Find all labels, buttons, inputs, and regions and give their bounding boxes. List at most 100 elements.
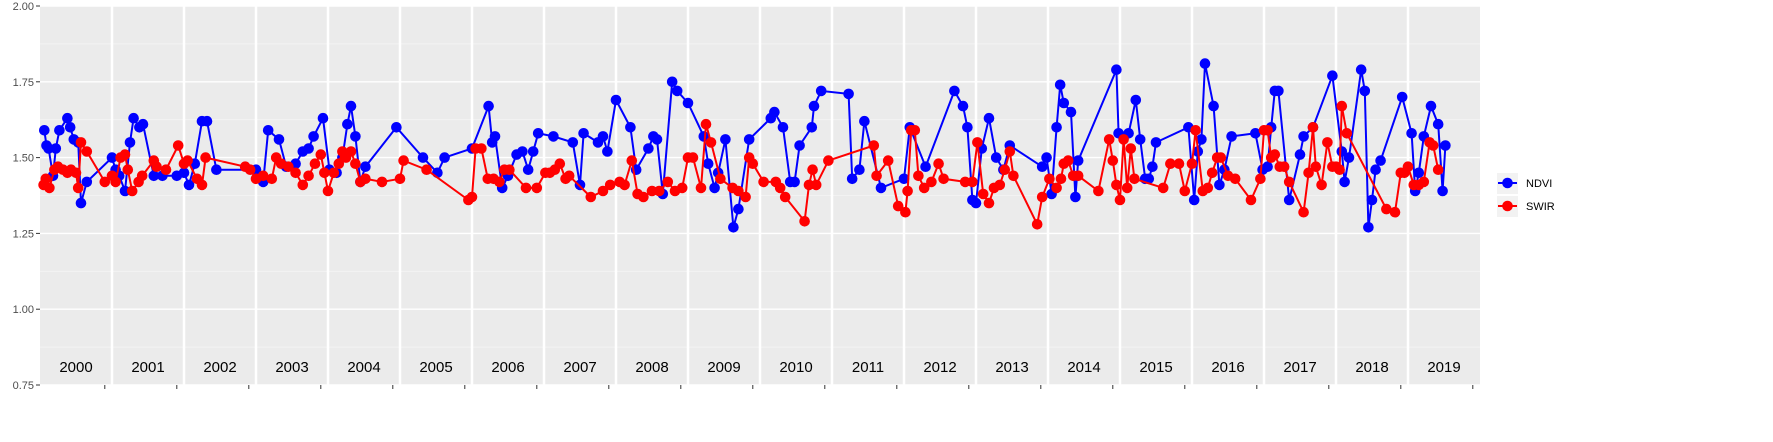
swir-point bbox=[563, 170, 575, 182]
ndvi-point bbox=[1130, 94, 1142, 106]
swir-point bbox=[913, 170, 924, 182]
ndvi-point bbox=[1363, 222, 1374, 233]
ndvi-point bbox=[962, 122, 973, 133]
swir-point bbox=[799, 216, 810, 227]
ndvi-point bbox=[439, 152, 450, 163]
swir-point bbox=[70, 167, 82, 179]
swir-point bbox=[774, 182, 786, 194]
swir-point bbox=[1157, 182, 1169, 194]
year-label: 2009 bbox=[707, 359, 740, 376]
swir-point bbox=[909, 125, 921, 136]
swir-point bbox=[283, 161, 294, 172]
swir-point bbox=[700, 118, 712, 130]
ndvi-point bbox=[1359, 85, 1371, 97]
swir-point bbox=[733, 185, 744, 197]
ndvi-point bbox=[794, 140, 805, 151]
ndvi-point bbox=[303, 143, 314, 154]
ndvi-point bbox=[1413, 167, 1425, 179]
y-tick-label: 1.50 bbox=[13, 153, 34, 165]
swir-point bbox=[99, 176, 111, 188]
swir-point bbox=[926, 176, 937, 188]
swir-point bbox=[309, 158, 321, 169]
ndvi-point bbox=[567, 137, 579, 148]
year-label: 2011 bbox=[852, 359, 884, 376]
ndvi-point bbox=[1188, 194, 1200, 206]
swir-point bbox=[244, 164, 256, 175]
ndvi-point bbox=[1440, 140, 1451, 151]
swir-point bbox=[638, 191, 649, 203]
swir-point bbox=[394, 173, 406, 185]
ndvi-point bbox=[1273, 85, 1284, 97]
ndvi-point bbox=[489, 131, 501, 142]
ndvi-point bbox=[1070, 191, 1081, 203]
ndvi-point bbox=[183, 179, 195, 191]
ndvi-point bbox=[574, 179, 586, 191]
ndvi-point bbox=[957, 100, 969, 112]
swir-point bbox=[807, 164, 818, 175]
ndvi-point bbox=[1065, 106, 1077, 118]
ndvi-point bbox=[610, 94, 622, 106]
ndvi-point bbox=[1294, 149, 1306, 160]
swir-point bbox=[1111, 179, 1122, 191]
swir-point bbox=[1206, 167, 1218, 179]
swir-point bbox=[1336, 100, 1348, 112]
swir-point bbox=[918, 182, 930, 194]
ndvi-point bbox=[1406, 128, 1417, 139]
swir-point bbox=[1341, 128, 1353, 139]
swir-point bbox=[1114, 194, 1126, 206]
ndvi-point bbox=[983, 112, 995, 124]
swir-point bbox=[315, 149, 327, 160]
year-label: 2010 bbox=[779, 359, 812, 376]
ndvi-point bbox=[1041, 152, 1052, 163]
swir-point bbox=[75, 137, 87, 148]
ndvi-point bbox=[875, 182, 887, 194]
ndvi-point bbox=[597, 131, 609, 142]
swir-point bbox=[122, 164, 134, 175]
swir-point bbox=[1186, 158, 1198, 169]
swir-point bbox=[1303, 167, 1314, 179]
swir-point bbox=[303, 170, 314, 182]
y-tick-label: 1.75 bbox=[13, 77, 34, 89]
ndvi-point bbox=[815, 85, 827, 97]
swir-point bbox=[119, 149, 131, 160]
swir-point bbox=[1051, 182, 1062, 194]
swir-point bbox=[1165, 158, 1176, 169]
ndvi-point bbox=[50, 143, 62, 154]
swir-point bbox=[257, 170, 269, 182]
ndvi-point bbox=[1072, 155, 1084, 166]
ndvi-point bbox=[64, 122, 76, 133]
year-label: 2014 bbox=[1067, 359, 1100, 376]
ndvi-point bbox=[483, 100, 494, 112]
ndvi-point bbox=[728, 222, 739, 233]
swir-point bbox=[72, 182, 84, 194]
swir-point bbox=[619, 179, 630, 191]
ndvi-point bbox=[124, 137, 136, 148]
swir-point bbox=[1402, 161, 1414, 172]
ndvi-legend-label: NDVI bbox=[1526, 178, 1552, 190]
swir-point bbox=[1055, 173, 1067, 185]
swir-point bbox=[421, 164, 432, 175]
plot-area bbox=[40, 5, 1480, 386]
ndvi-point bbox=[898, 173, 910, 185]
ndvi-point bbox=[360, 161, 371, 172]
swir-point bbox=[333, 158, 345, 169]
ndvi-point bbox=[1036, 161, 1048, 172]
swir-point bbox=[44, 182, 55, 194]
swir-point bbox=[676, 182, 688, 194]
swir-point bbox=[933, 158, 944, 169]
year-label: 2012 bbox=[923, 359, 956, 376]
x-axis: 2000 2001 2002 2003 2004 2005 2006 2007 2008 2009… bbox=[59, 359, 1474, 389]
swir-point bbox=[1004, 146, 1016, 157]
swir-point bbox=[1008, 170, 1019, 182]
swir-point bbox=[196, 179, 208, 191]
swir-point bbox=[1432, 164, 1444, 175]
swir-point bbox=[494, 176, 505, 188]
y-tick-label: 1.25 bbox=[13, 228, 34, 240]
ndvi-point bbox=[1208, 100, 1219, 112]
ndvi-point bbox=[548, 131, 559, 142]
swir-point bbox=[626, 155, 638, 166]
swir-point bbox=[1044, 173, 1055, 185]
ndvi-point bbox=[666, 76, 678, 88]
swir-point bbox=[1316, 179, 1327, 191]
swir-point bbox=[967, 176, 978, 188]
